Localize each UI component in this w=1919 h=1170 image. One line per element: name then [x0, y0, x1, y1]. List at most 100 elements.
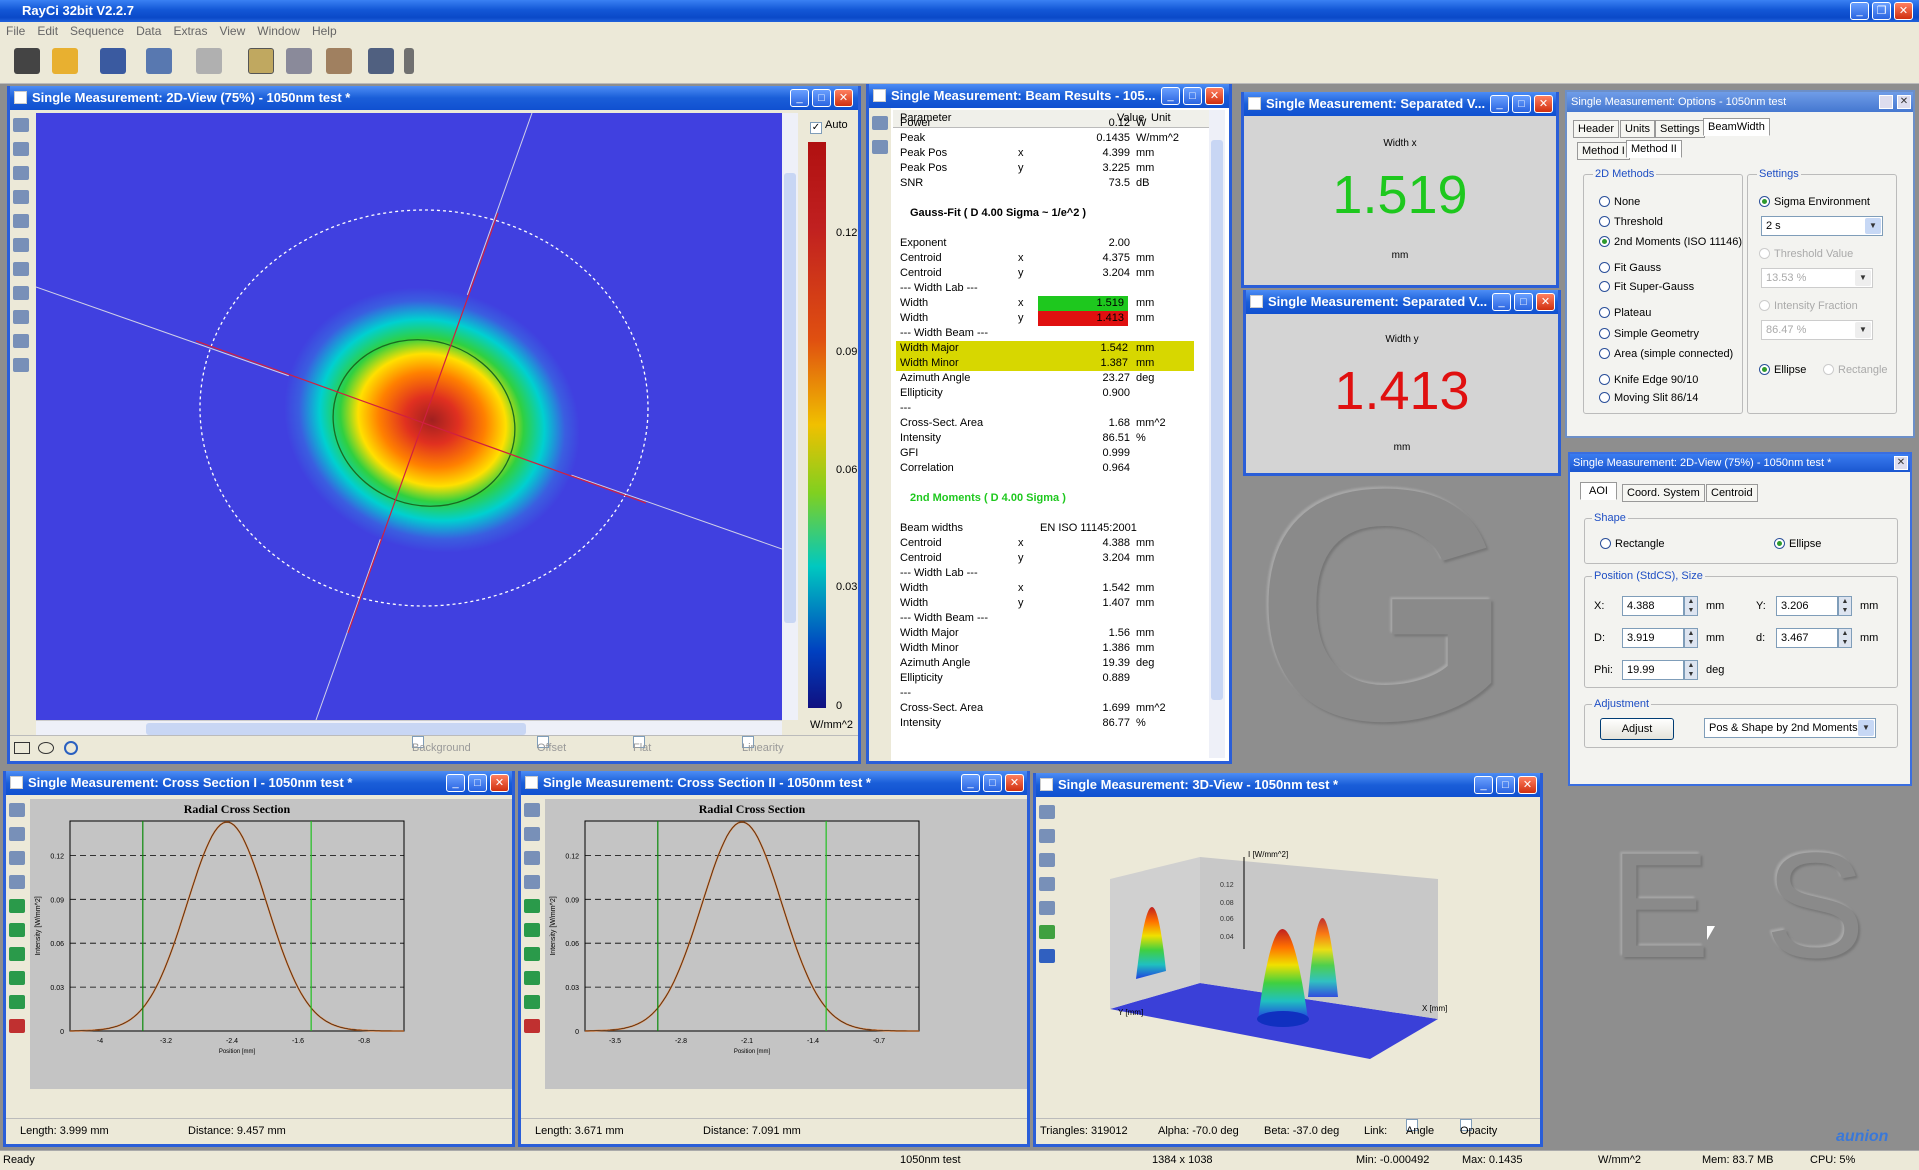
tab-beamwidth[interactable]: BeamWidth [1703, 118, 1770, 136]
beam-2d-image[interactable] [36, 113, 782, 720]
scroll-thumb[interactable] [146, 723, 526, 735]
results-minimize-button[interactable]: _ [1161, 87, 1180, 105]
radio-icon[interactable] [1759, 248, 1770, 259]
color-icon[interactable] [1039, 925, 1055, 939]
pin-icon[interactable] [404, 48, 414, 74]
phi-input[interactable]: 19.99 [1622, 660, 1684, 680]
radio-icon[interactable] [1774, 538, 1785, 549]
sepy-close-button[interactable]: ✕ [1536, 293, 1555, 311]
shape-ellipse-radio[interactable]: Ellipse [1774, 538, 1821, 550]
zoom-out-icon[interactable] [13, 238, 29, 252]
shape-rectangle-radio[interactable]: Rectangle [1600, 538, 1665, 550]
fit-icon[interactable] [9, 971, 25, 985]
cs2-plot[interactable]: Radial Cross Section 0.12 0.09 0.06 0.03 0 -3.… [545, 799, 1030, 1089]
radio-icon[interactable] [1599, 196, 1610, 207]
fit-icon[interactable] [524, 923, 540, 937]
intensity-select[interactable]: 86.47 % ▼ [1761, 320, 1873, 340]
rotate-icon[interactable] [1039, 877, 1055, 891]
radio-icon[interactable] [1599, 392, 1610, 403]
auto-check-icon[interactable]: ✓ [810, 122, 822, 134]
menu-data[interactable]: Data [136, 24, 162, 38]
save-icon[interactable] [100, 48, 126, 74]
chevron-down-icon[interactable]: ▼ [1855, 270, 1871, 286]
v3d-maximize-button[interactable]: □ [1496, 776, 1515, 794]
tools-icon[interactable] [326, 48, 352, 74]
view-icon[interactable] [1039, 853, 1055, 867]
menu-extras[interactable]: Extras [173, 24, 208, 38]
adjust-mode-select[interactable]: Pos & Shape by 2nd Moments ▼ [1704, 718, 1876, 738]
menu-edit[interactable]: Edit [37, 24, 59, 38]
checkbox[interactable] [633, 736, 645, 748]
delete-icon[interactable] [524, 1019, 540, 1033]
grid-icon[interactable] [13, 310, 29, 324]
y-spinner[interactable]: ▲ ▼ [1838, 596, 1852, 616]
menu-file[interactable]: File [6, 24, 26, 38]
tab-header[interactable]: Header [1573, 120, 1620, 138]
method-moving-slit[interactable]: Moving Slit 86/14 [1599, 392, 1698, 404]
copy-icon[interactable] [1039, 829, 1055, 843]
x-input[interactable]: 4.388 [1622, 596, 1684, 616]
sigma-env-radio[interactable]: Sigma Environment [1759, 196, 1870, 208]
fit-icon[interactable] [9, 899, 25, 913]
radio-icon[interactable] [1599, 348, 1610, 359]
view2d-maximize-button[interactable]: □ [812, 89, 831, 107]
chevron-down-icon[interactable]: ▼ [1865, 218, 1881, 234]
results-close-button[interactable]: ✕ [1205, 87, 1224, 105]
fit-icon[interactable] [9, 947, 25, 961]
aoi-close-button[interactable]: ✕ [1894, 456, 1908, 470]
fit-icon[interactable] [9, 995, 25, 1009]
undo-icon[interactable] [146, 48, 172, 74]
save-as-icon[interactable] [524, 827, 540, 841]
results-vscroll[interactable] [1209, 110, 1225, 758]
view2d-close-button[interactable]: ✕ [834, 89, 853, 107]
sepx-minimize-button[interactable]: _ [1490, 95, 1509, 113]
cs1-plot[interactable]: Radial Cross Section 0.12 0.09 0.06 0.03 0 -4 -… [30, 799, 515, 1089]
intensity-radio[interactable]: Intensity Fraction [1759, 300, 1858, 312]
save-as-icon[interactable] [9, 827, 25, 841]
save-icon[interactable] [13, 118, 29, 132]
radio-icon[interactable] [1599, 374, 1610, 385]
measure-icon[interactable] [248, 48, 274, 74]
method-simple-geometry[interactable]: Simple Geometry [1599, 328, 1699, 340]
radio-icon[interactable] [1599, 281, 1610, 292]
method-threshold[interactable]: Threshold [1599, 216, 1663, 228]
radio-icon[interactable] [1599, 307, 1610, 318]
palette-icon[interactable] [1039, 949, 1055, 963]
radio-icon[interactable] [1600, 538, 1611, 549]
tab-method-1[interactable]: Method I [1577, 142, 1630, 160]
app-minimize-button[interactable]: _ [1850, 2, 1869, 20]
ellipse-radio[interactable]: Ellipse [1759, 364, 1806, 376]
cs2-maximize-button[interactable]: □ [983, 774, 1002, 792]
settings-icon[interactable] [13, 358, 29, 372]
menu-view[interactable]: View [219, 24, 246, 38]
menu-window[interactable]: Window [257, 24, 300, 38]
eye-icon[interactable] [872, 140, 888, 154]
zoom-in-icon[interactable] [13, 214, 29, 228]
app-close-button[interactable]: ✕ [1894, 2, 1913, 20]
sepx-close-button[interactable]: ✕ [1534, 95, 1553, 113]
y-input[interactable]: 3.206 [1776, 596, 1838, 616]
sigma-select[interactable]: 2 s ▼ [1761, 216, 1883, 236]
v3d-scene[interactable]: I [W/mm^2] 0.12 0.08 0.06 0.04 Y [mm] X … [1060, 799, 1540, 1117]
copy-icon[interactable] [9, 851, 25, 865]
fit-icon[interactable] [524, 899, 540, 913]
cs2-close-button[interactable]: ✕ [1005, 774, 1024, 792]
copy-icon[interactable] [524, 851, 540, 865]
save-icon[interactable] [1039, 805, 1055, 819]
method-area[interactable]: Area (simple connected) [1599, 348, 1733, 360]
sepx-maximize-button[interactable]: □ [1512, 95, 1531, 113]
tab-aoi[interactable]: AOI [1580, 482, 1617, 500]
radio-icon[interactable] [1759, 364, 1770, 375]
monitor-icon[interactable] [368, 48, 394, 74]
scroll-thumb[interactable] [1211, 140, 1223, 700]
profile-icon[interactable] [13, 334, 29, 348]
D-input[interactable]: 3.919 [1622, 628, 1684, 648]
method-fit-gauss[interactable]: Fit Gauss [1599, 262, 1661, 274]
checkbox[interactable] [412, 736, 424, 748]
method-fit-super-gauss[interactable]: Fit Super-Gauss [1599, 281, 1694, 293]
checkbox[interactable] [742, 736, 754, 748]
fit-icon[interactable] [9, 923, 25, 937]
cs2-minimize-button[interactable]: _ [961, 774, 980, 792]
crosshair-icon[interactable] [524, 875, 540, 889]
results-maximize-button[interactable]: □ [1183, 87, 1202, 105]
